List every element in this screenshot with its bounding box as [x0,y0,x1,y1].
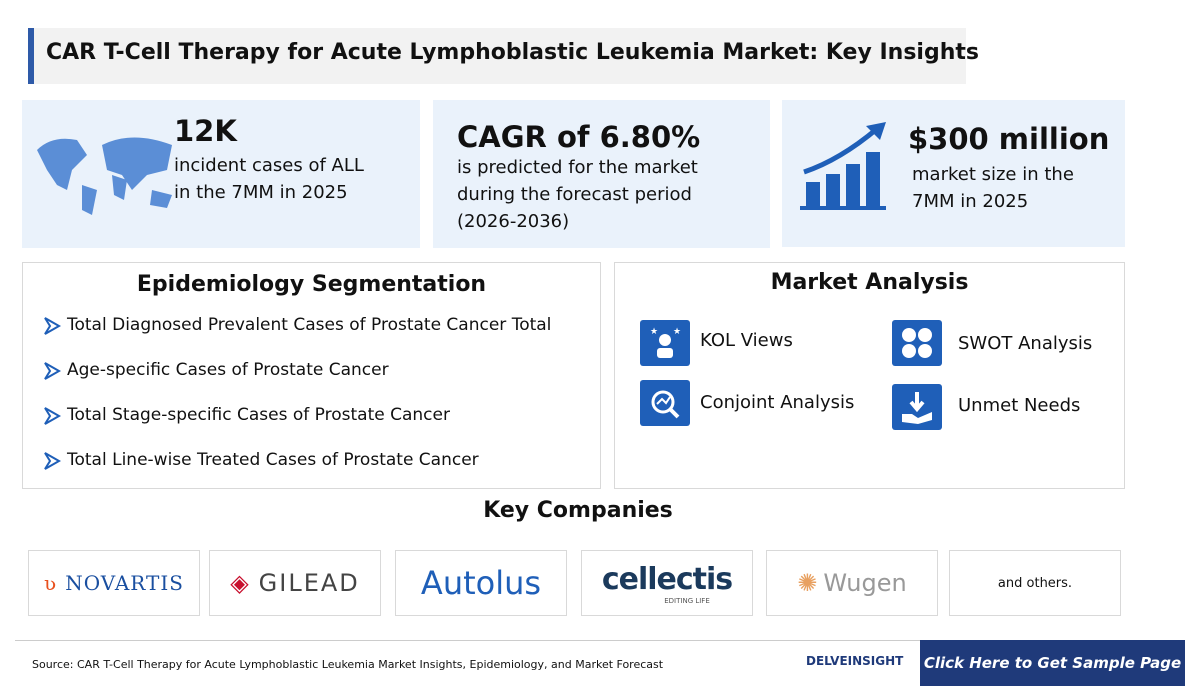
svg-text:★: ★ [673,327,681,337]
section-title: Key Companies [483,498,673,523]
stat-value: $300 million [908,122,1110,156]
title: CAR T-Cell Therapy for Acute Lymphoblast… [46,40,979,65]
analysis-label: Conjoint Analysis [700,392,855,413]
stat-text: is predicted for the market [457,157,698,178]
arrow-glyph [44,452,62,470]
arrow-glyph [44,317,62,335]
analysis-icon-glyph [902,328,932,358]
list-item: Age-specific Cases of Prostate Cancer [67,360,389,380]
epidemiology-box: Epidemiology Segmentation [22,262,601,489]
analysis-label: Unmet Needs [958,395,1081,416]
arrow-icon [42,451,62,471]
title-bar [28,28,966,84]
logo-tagline: EDITING LIFE [664,596,710,605]
logo: ʋ NOVARTIS [28,550,200,616]
analysis-icon-glyph [902,392,932,424]
stat-value: 12K [174,114,237,148]
divider [15,640,1185,641]
logo: cellectis EDITING LIFE [581,550,753,616]
world-map-icon [37,137,172,215]
analysis-icon [892,384,942,430]
stat-value: CAGR of 6.80% [457,120,701,154]
logo: ✺ Wugen [766,550,938,616]
cta-button[interactable]: Click Here to Get Sample Page [920,640,1185,686]
source: Source: CAR T-Cell Therapy for Acute Lym… [32,658,664,671]
stat-text: during the forecast period [457,184,692,205]
svg-text:★: ★ [650,327,658,337]
list-item: Total Line-wise Treated Cases of Prostat… [67,450,479,470]
stat-text: market size in the [912,164,1074,185]
market-box: Market Analysis [614,262,1125,489]
logo-text: and others. [997,575,1073,591]
logo-text: cellectis [601,561,733,597]
arrow-icon [42,316,62,336]
analysis-icon [640,380,690,426]
arrow-glyph [44,407,62,425]
logo-text: GILEAD [258,569,360,597]
analysis-icon: ★ ★ [640,320,690,366]
stat-text: in the 7MM in 2025 [174,182,348,203]
title-accent [28,28,34,84]
list-item: Total Diagnosed Prevalent Cases of Prost… [67,315,552,335]
section-title: Epidemiology Segmentation [136,272,487,297]
arrow-icon [42,406,62,426]
analysis-icon-glyph: ★ ★ [650,327,681,358]
section-title: Market Analysis [770,270,969,295]
logo: ◈ GILEAD [209,550,381,616]
analysis-label: KOL Views [700,330,793,351]
analysis-label: SWOT Analysis [958,333,1093,354]
arrow-glyph [44,362,62,380]
analysis-icon [892,320,942,366]
stat-card: 12K incident cases of ALL in the 7MM in … [22,100,420,248]
logo-text: Wugen [823,569,907,597]
logo: and others. [949,550,1121,616]
arrow-icon [42,361,62,381]
stat-text: incident cases of ALL [174,155,364,176]
logo-text: NOVARTIS [65,571,184,595]
stat-card: $300 million market size in the 7MM in 2… [782,100,1125,247]
brand: DELVEINSIGHT [806,654,904,668]
stat-card: CAGR of 6.80% is predicted for the marke… [433,100,770,248]
stat-text: (2026-2036) [457,211,570,232]
list-item: Total Stage-specific Cases of Prostate C… [67,405,450,425]
growth-icon [800,122,886,210]
logo-text: Autolus [420,564,542,602]
logo: Autolus [395,550,567,616]
stat-text: 7MM in 2025 [912,191,1029,212]
analysis-icon-glyph [651,390,680,419]
